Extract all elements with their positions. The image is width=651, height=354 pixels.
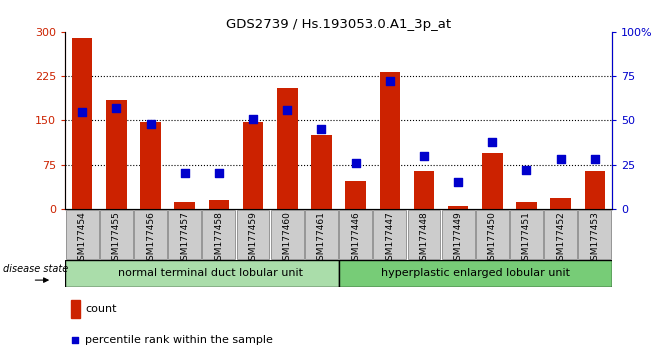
Text: normal terminal duct lobular unit: normal terminal duct lobular unit <box>118 268 303 279</box>
Point <box>180 171 190 176</box>
FancyBboxPatch shape <box>544 210 577 259</box>
Text: GSM177459: GSM177459 <box>249 211 258 266</box>
Text: GSM177458: GSM177458 <box>214 211 223 266</box>
Point <box>385 79 395 84</box>
FancyBboxPatch shape <box>579 210 611 259</box>
Point <box>282 107 292 113</box>
Title: GDS2739 / Hs.193053.0.A1_3p_at: GDS2739 / Hs.193053.0.A1_3p_at <box>226 18 451 31</box>
FancyBboxPatch shape <box>134 210 167 259</box>
FancyBboxPatch shape <box>271 210 303 259</box>
FancyBboxPatch shape <box>476 210 508 259</box>
Point <box>145 121 156 127</box>
FancyBboxPatch shape <box>169 210 201 259</box>
Point <box>555 156 566 162</box>
Text: disease state: disease state <box>3 264 68 274</box>
Bar <box>448 206 468 209</box>
Point <box>248 116 258 121</box>
Bar <box>516 202 536 209</box>
Bar <box>174 202 195 209</box>
Text: GSM177447: GSM177447 <box>385 211 395 266</box>
Bar <box>72 38 92 209</box>
Bar <box>70 301 81 318</box>
Bar <box>311 135 331 209</box>
FancyBboxPatch shape <box>100 210 133 259</box>
Point <box>487 139 497 144</box>
Text: count: count <box>85 304 117 314</box>
FancyBboxPatch shape <box>305 210 338 259</box>
FancyBboxPatch shape <box>237 210 270 259</box>
Text: GSM177457: GSM177457 <box>180 211 189 266</box>
Point <box>70 337 80 343</box>
Text: GSM177456: GSM177456 <box>146 211 155 266</box>
FancyBboxPatch shape <box>65 260 339 287</box>
Text: GSM177452: GSM177452 <box>556 211 565 266</box>
Point <box>214 171 224 176</box>
Point <box>77 109 87 114</box>
Point <box>419 153 429 159</box>
Point <box>590 156 600 162</box>
FancyBboxPatch shape <box>66 210 98 259</box>
Text: percentile rank within the sample: percentile rank within the sample <box>85 335 273 345</box>
Text: GSM177451: GSM177451 <box>522 211 531 266</box>
Bar <box>277 88 298 209</box>
Text: GSM177453: GSM177453 <box>590 211 600 266</box>
Bar <box>345 181 366 209</box>
FancyBboxPatch shape <box>202 210 235 259</box>
Bar <box>585 171 605 209</box>
Bar <box>380 72 400 209</box>
Bar <box>550 198 571 209</box>
FancyBboxPatch shape <box>510 210 543 259</box>
Text: GSM177455: GSM177455 <box>112 211 121 266</box>
Bar <box>140 121 161 209</box>
Bar <box>482 153 503 209</box>
Point <box>453 179 464 185</box>
FancyBboxPatch shape <box>339 260 612 287</box>
Text: GSM177448: GSM177448 <box>419 211 428 266</box>
FancyBboxPatch shape <box>408 210 440 259</box>
Point <box>350 160 361 166</box>
FancyBboxPatch shape <box>442 210 475 259</box>
Text: GSM177454: GSM177454 <box>77 211 87 266</box>
Text: GSM177450: GSM177450 <box>488 211 497 266</box>
Bar <box>106 100 126 209</box>
Text: GSM177461: GSM177461 <box>317 211 326 266</box>
FancyBboxPatch shape <box>339 210 372 259</box>
Point <box>316 126 327 132</box>
Text: GSM177449: GSM177449 <box>454 211 463 266</box>
Text: GSM177446: GSM177446 <box>351 211 360 266</box>
Bar <box>413 171 434 209</box>
Point <box>521 167 532 173</box>
Point <box>111 105 122 111</box>
FancyBboxPatch shape <box>374 210 406 259</box>
Text: hyperplastic enlarged lobular unit: hyperplastic enlarged lobular unit <box>381 268 570 279</box>
Bar <box>208 200 229 209</box>
Text: GSM177460: GSM177460 <box>283 211 292 266</box>
Bar <box>243 122 263 209</box>
